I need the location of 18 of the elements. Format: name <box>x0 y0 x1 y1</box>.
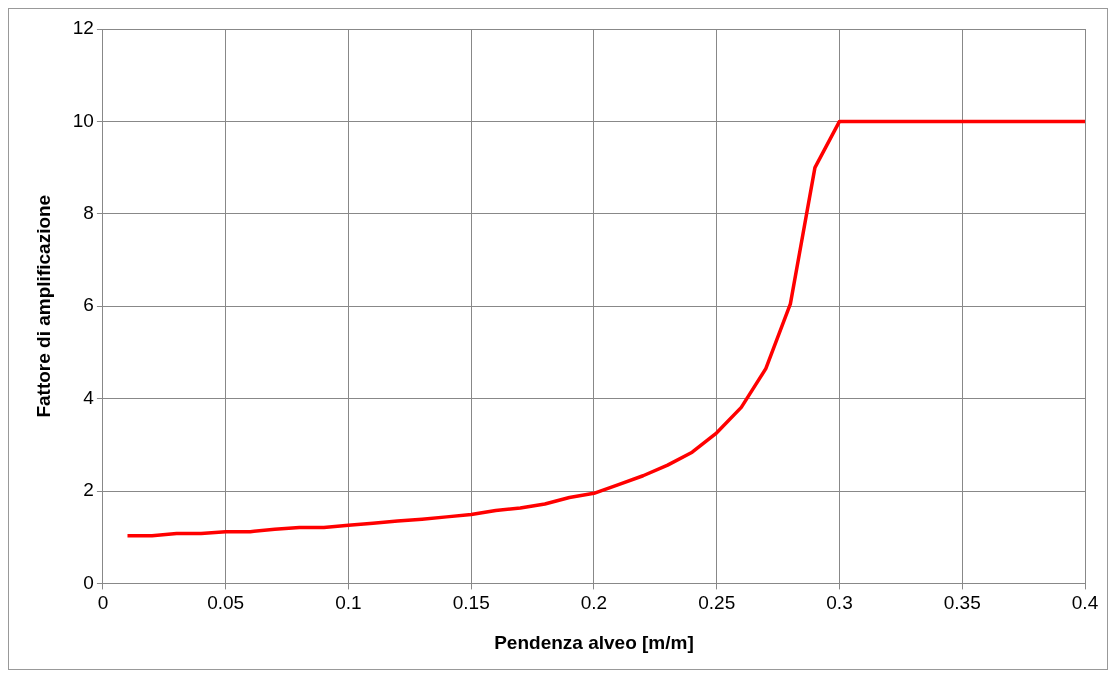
y-tick-label: 10 <box>72 109 94 131</box>
x-tick-label: 0.1 <box>335 592 362 614</box>
y-axis-title: Fattore di amplificazione <box>32 194 54 418</box>
y-tick-label: 0 <box>83 571 94 593</box>
x-tick-label: 0 <box>97 592 109 614</box>
x-tick-label: 0.25 <box>698 592 736 614</box>
x-tick-label: 0.2 <box>580 592 608 614</box>
x-tick-label: 0.3 <box>826 592 853 614</box>
y-tick-label: 8 <box>83 202 94 224</box>
x-axis-title: Pendenza alveo [m/m] <box>494 631 694 653</box>
y-tick-label: 6 <box>83 294 94 316</box>
x-tick-label: 0.4 <box>1071 592 1099 614</box>
x-tick-label: 0.15 <box>452 592 490 614</box>
y-tick-label: 2 <box>83 479 94 501</box>
x-tick-label: 0.35 <box>943 592 981 614</box>
x-tick-label: 0.05 <box>207 592 245 614</box>
y-tick-label: 4 <box>83 386 95 408</box>
y-tick-label: 12 <box>72 17 94 39</box>
